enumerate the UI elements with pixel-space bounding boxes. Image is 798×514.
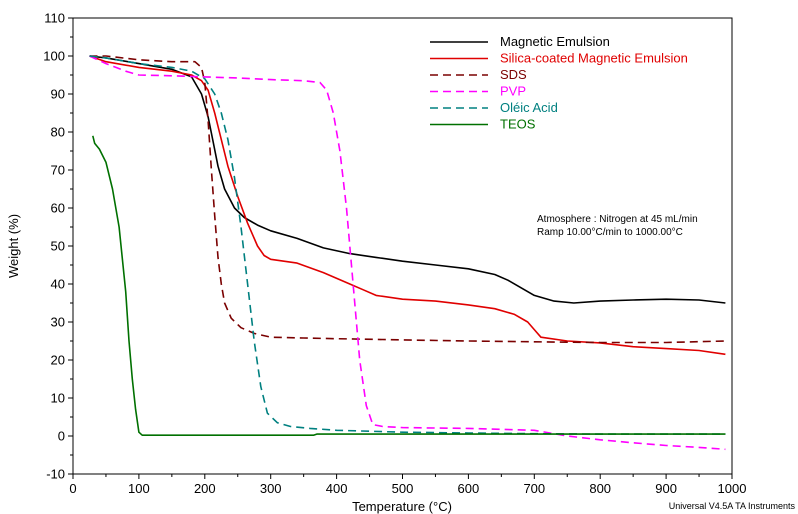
x-tick-label: 900 [655, 481, 677, 496]
series-line-sds [89, 55, 726, 344]
y-tick-label: 90 [51, 87, 65, 102]
series-line-teos [92, 135, 726, 437]
y-tick-label: 30 [51, 315, 65, 330]
y-tick-label: 60 [51, 201, 65, 216]
x-tick-label: 700 [523, 481, 545, 496]
x-tick-label: 300 [260, 481, 282, 496]
x-tick-label: 200 [194, 481, 216, 496]
annotation-atmosphere: Atmosphere : Nitrogen at 45 mL/min [537, 214, 698, 225]
series-line-silica-coated-magnetic-emulsion [89, 55, 726, 356]
y-tick-label: 80 [51, 125, 65, 140]
y-axis-label: Weight (%) [6, 214, 21, 278]
y-tick-label: -10 [46, 467, 65, 482]
legend-label-teos: TEOS [500, 117, 536, 132]
series-line-oleic-acid [89, 55, 726, 435]
x-tick-label: 1000 [718, 481, 747, 496]
y-tick-label: 70 [51, 163, 65, 178]
y-tick-label: 110 [44, 11, 65, 26]
x-tick-label: 800 [589, 481, 611, 496]
legend-label-magnetic-emulsion: Magnetic Emulsion [500, 34, 610, 49]
footer-instrument: Universal V4.5A TA Instruments [669, 501, 796, 511]
x-tick-label: 500 [392, 481, 414, 496]
x-axis-ticks: 0 100 200 300 400 500 600 700 800 900 1000 [69, 474, 746, 496]
legend-label-pvp: PVP [500, 84, 526, 99]
y-tick-label: 0 [58, 429, 65, 444]
x-tick-label: 100 [128, 481, 150, 496]
legend-label-sds: SDS [500, 67, 527, 82]
y-tick-label: 100 [43, 49, 65, 64]
y-tick-label: 20 [51, 353, 65, 368]
series-line-pvp [89, 55, 726, 451]
y-axis-ticks: -10 0 10 20 30 40 50 60 70 80 90 100 110 [43, 11, 73, 482]
annotation-ramp: Ramp 10.00°C/min to 1000.00°C [537, 227, 683, 238]
x-tick-label: 400 [326, 481, 348, 496]
series-lines [89, 55, 726, 451]
legend-label-silica-coated-magnetic-emulsion: Silica-coated Magnetic Emulsion [500, 51, 688, 66]
x-axis-label: Temperature (°C) [352, 499, 452, 514]
legend: Magnetic Emulsion Silica-coated Magnetic … [430, 34, 688, 132]
plot-frame [72, 17, 733, 475]
y-tick-label: 10 [51, 391, 65, 406]
legend-label-oleic-acid: Oléic Acid [500, 100, 558, 115]
series-line-magnetic-emulsion [89, 55, 726, 304]
y-tick-label: 50 [51, 239, 65, 254]
x-tick-label: 600 [458, 481, 480, 496]
y-tick-label: 40 [51, 277, 65, 292]
x-tick-label: 0 [69, 481, 76, 496]
